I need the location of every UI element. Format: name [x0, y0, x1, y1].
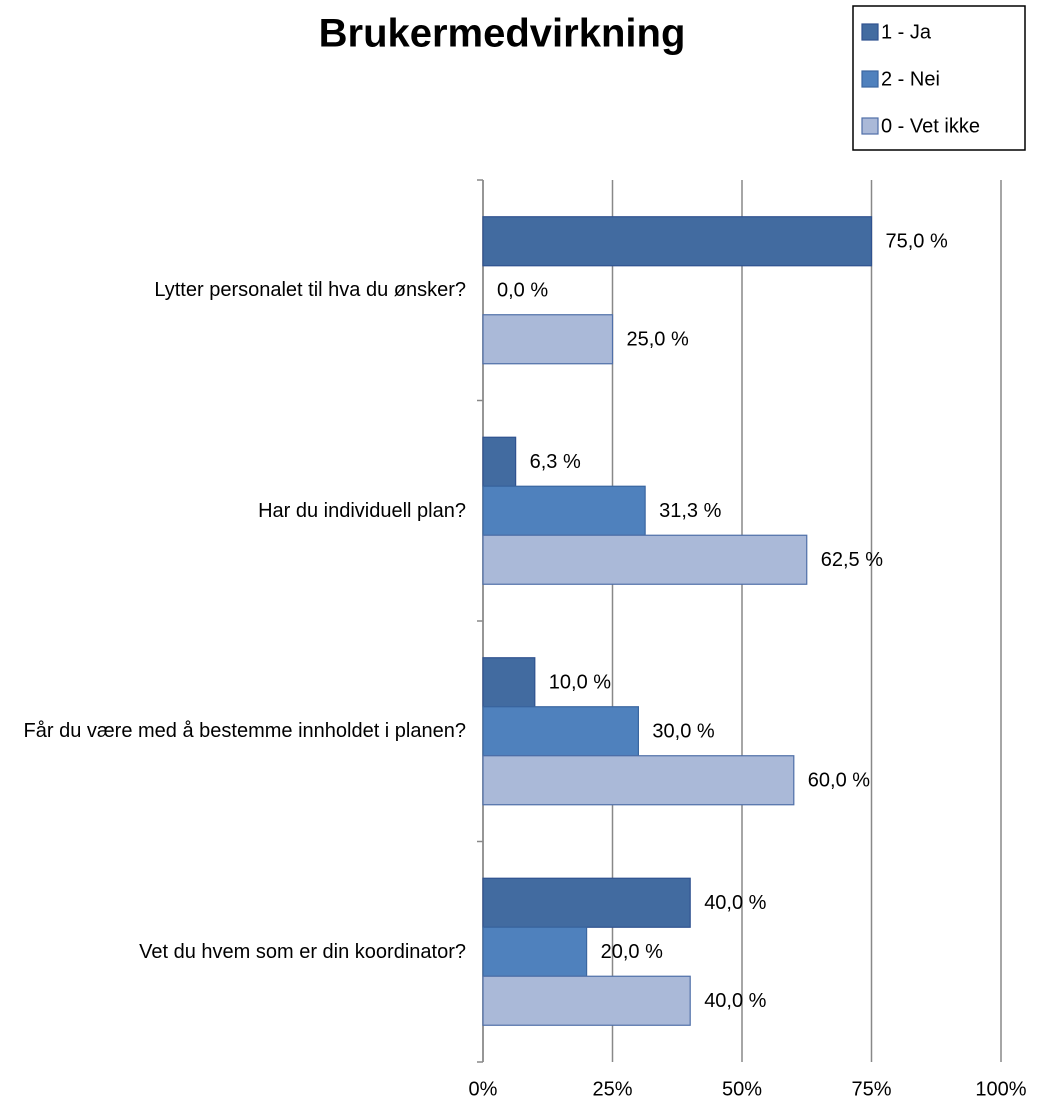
- bar: [482, 755, 795, 806]
- legend-label: 0 - Vet ikke: [881, 115, 980, 137]
- x-tick-label: 100%: [975, 1078, 1026, 1100]
- category-label-box: Lytter personalet til hva du ønsker?: [0, 240, 466, 340]
- x-tick-label: 75%: [851, 1078, 891, 1100]
- data-label: 30,0 %: [652, 721, 714, 743]
- category-label-box: Får du være med å bestemme innholdet i p…: [0, 681, 466, 781]
- bar: [482, 314, 614, 365]
- bar: [482, 436, 517, 487]
- bar: [482, 877, 691, 928]
- y-tick-label: Lytter personalet til hva du ønsker?: [154, 279, 466, 302]
- y-tick-label: Får du være med å bestemme innholdet i p…: [23, 720, 466, 743]
- data-label: 60,0 %: [808, 770, 870, 792]
- bar: [482, 926, 588, 977]
- x-tick-label: 25%: [592, 1078, 632, 1100]
- bar: [482, 216, 873, 267]
- data-label: 31,3 %: [659, 500, 721, 522]
- bar: [482, 706, 639, 757]
- data-label: 40,0 %: [704, 892, 766, 914]
- legend-box: [852, 5, 1026, 151]
- bar: [482, 657, 536, 708]
- legend-label: 1 - Ja: [881, 21, 932, 43]
- category-label-box: Har du individuell plan?: [0, 461, 466, 561]
- data-label: 25,0 %: [627, 329, 689, 351]
- category-label-box: Vet du hvem som er din koordinator?: [0, 902, 466, 1002]
- data-label: 62,5 %: [821, 549, 883, 571]
- chart-title: Brukermedvirkning: [319, 12, 686, 56]
- legend-label: 2 - Nei: [881, 68, 940, 90]
- y-tick-label: Har du individuell plan?: [258, 499, 466, 522]
- data-label: 75,0 %: [886, 231, 948, 253]
- data-label: 6,3 %: [530, 451, 581, 473]
- data-label: 10,0 %: [549, 672, 611, 694]
- data-label: 20,0 %: [601, 941, 663, 963]
- legend-swatch: [861, 23, 879, 41]
- x-tick-label: 0%: [469, 1078, 498, 1100]
- x-tick-label: 50%: [722, 1078, 762, 1100]
- bar: [482, 485, 646, 536]
- y-tick-label: Vet du hvem som er din koordinator?: [139, 940, 466, 963]
- data-label: 0,0 %: [497, 280, 548, 302]
- bar: [482, 975, 691, 1026]
- bar: [482, 534, 808, 585]
- data-label: 40,0 %: [704, 990, 766, 1012]
- legend-swatch: [861, 70, 879, 88]
- legend-swatch: [861, 117, 879, 135]
